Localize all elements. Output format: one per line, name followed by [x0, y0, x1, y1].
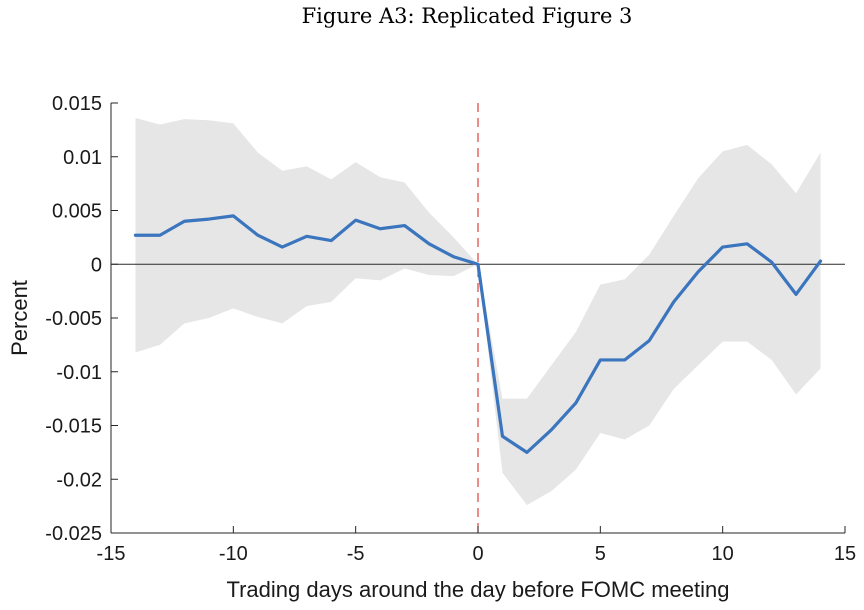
x-tick-label: -5 — [347, 543, 365, 565]
series-line-layer — [133, 214, 823, 454]
series-line-0 — [133, 214, 823, 454]
x-tick-label: -15 — [97, 543, 126, 565]
confidence-band-layer — [135, 118, 821, 506]
y-tick-label: -0.02 — [56, 469, 102, 491]
y-tick-label: -0.015 — [45, 416, 102, 438]
y-axis-label: Percent — [7, 280, 32, 356]
tick-labels-layer: -15 -10 -5 0 5 10 15 0.015 0.01 0.005 0 -0.005 -0.01… — [45, 93, 856, 565]
y-tick-label: -0.01 — [56, 362, 102, 384]
y-tick-label: 0.015 — [52, 93, 102, 115]
y-tick-label: -0.025 — [45, 523, 102, 545]
x-tick-label: 0 — [472, 543, 483, 565]
figure-title: Figure A3: Replicated Figure 3 — [301, 4, 633, 28]
x-tick-label: 10 — [712, 543, 734, 565]
y-tick-label: -0.005 — [45, 308, 102, 330]
axes-layer — [110, 102, 846, 534]
confidence-band — [135, 118, 821, 506]
y-tick-label: 0 — [91, 254, 102, 276]
y-tick-label: 0.01 — [63, 147, 102, 169]
x-tick-label: 5 — [595, 543, 606, 565]
y-tick-label: 0.005 — [52, 201, 102, 223]
x-axis-label: Trading days around the day before FOMC … — [226, 577, 729, 602]
x-tick-label: 15 — [834, 543, 856, 565]
x-tick-label: -10 — [219, 543, 248, 565]
